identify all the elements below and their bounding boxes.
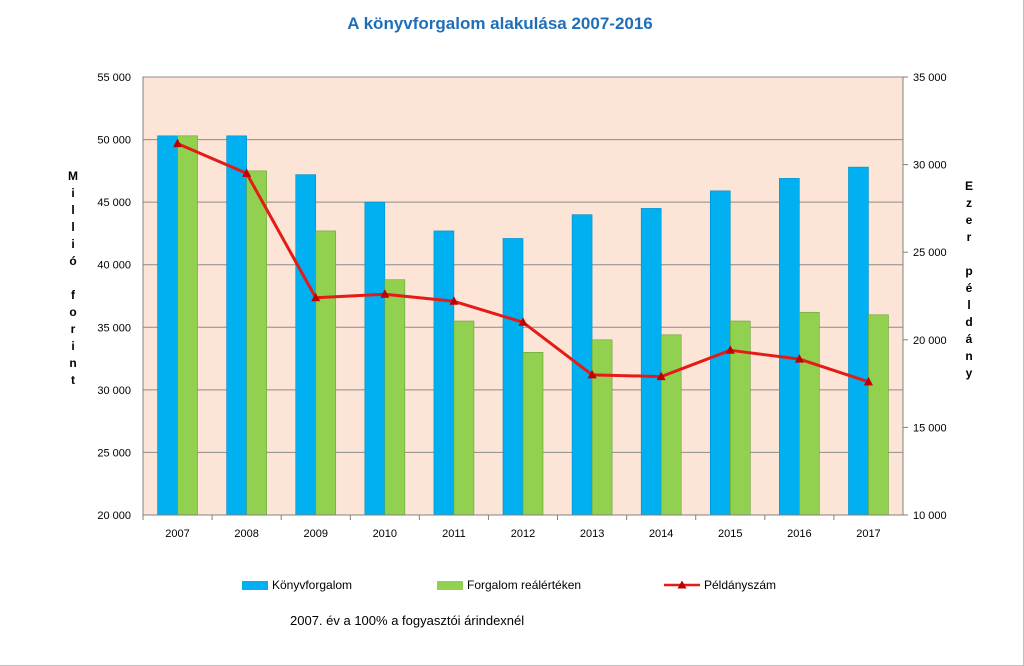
x-tick-label: 2007 [165, 528, 189, 540]
bar-realertek [660, 334, 682, 516]
bar-konyvforgalom [157, 135, 178, 516]
y-axis-left-label: M i l l i ó f o r i n t [68, 169, 78, 387]
bar-konyvforgalom [779, 178, 800, 516]
y-right-tick-label: 30 000 [913, 160, 947, 172]
bar-realertek [522, 352, 544, 516]
bar-konyvforgalom [226, 135, 247, 516]
legend-label-peldanyszam: Példányszám [704, 578, 777, 592]
y-left-tick-label: 30 000 [97, 385, 131, 397]
marker-peldanyszam [587, 369, 597, 379]
bar-konyvforgalom [433, 230, 455, 516]
y-axis-right-label: E z e r p é l d á n y [964, 179, 973, 380]
bar-realertek [315, 230, 337, 516]
marker-peldanyszam [173, 138, 183, 148]
chart-note: 2007. év a 100% a fogyasztói árindexnél [290, 613, 525, 628]
bar-konyvforgalom [295, 174, 317, 516]
marker-peldanyszam [863, 376, 873, 386]
bar-konyvforgalom [571, 214, 593, 516]
marker-peldanyszam [449, 296, 459, 305]
bar-realertek [453, 320, 475, 516]
y-right-tick-label: 25 000 [913, 247, 947, 259]
chart-title: A könyvforgalom alakulása 2007-2016 [347, 14, 653, 33]
legend-item-peldanyszam: Példányszám [664, 578, 776, 592]
legend-swatch-konyvforgalom [242, 580, 268, 590]
marker-peldanyszam [725, 345, 735, 354]
bar-konyvforgalom [502, 238, 524, 516]
x-tick-label: 2013 [580, 528, 604, 540]
bar-realertek [246, 170, 267, 516]
legend-label-realertek: Forgalom reálértéken [467, 578, 582, 592]
x-tick-label: 2015 [718, 528, 742, 540]
y-left-tick-label: 25 000 [97, 447, 131, 459]
bar-konyvforgalom [364, 201, 386, 516]
y-left-tick-label: 45 000 [97, 197, 131, 209]
marker-peldanyszam [311, 292, 321, 302]
y-left-tick-label: 40 000 [97, 260, 131, 272]
marker-peldanyszam [656, 371, 666, 381]
marker-peldanyszam [794, 354, 804, 363]
x-tick-label: 2017 [856, 528, 880, 540]
legend: Könyvforgalom Forgalom reálértéken Példá… [0, 578, 1024, 598]
bar-konyvforgalom [848, 166, 869, 516]
marker-peldanyszam [380, 289, 390, 298]
y-right-tick-label: 20 000 [913, 335, 947, 347]
y-right-tick-label: 35 000 [913, 72, 947, 84]
bar-konyvforgalom [640, 208, 662, 516]
y-right-tick-label: 10 000 [913, 510, 947, 522]
legend-label-konyvforgalom: Könyvforgalom [272, 578, 353, 592]
y-left-tick-label: 50 000 [97, 135, 131, 147]
y-left-tick-label: 35 000 [97, 322, 131, 334]
bar-realertek [177, 135, 198, 516]
legend-swatch-peldanyszam [664, 580, 700, 589]
bar-realertek [868, 314, 889, 516]
x-tick-label: 2011 [442, 528, 466, 540]
legend-swatch-realertek [437, 580, 463, 590]
y-right-tick-label: 15 000 [913, 422, 947, 434]
bar-realertek [591, 339, 613, 516]
marker-peldanyszam [242, 168, 252, 177]
marker-peldanyszam [518, 317, 528, 326]
y-left-tick-label: 55 000 [97, 72, 131, 84]
y-left-tick-label: 20 000 [97, 510, 131, 522]
bar-realertek [384, 279, 406, 516]
x-tick-label: 2010 [373, 528, 397, 540]
x-tick-label: 2009 [303, 528, 327, 540]
legend-item-realertek: Forgalom reálértéken [437, 578, 581, 592]
x-tick-label: 2012 [511, 528, 535, 540]
bar-realertek [799, 311, 820, 516]
x-tick-label: 2014 [649, 528, 673, 540]
x-tick-label: 2016 [787, 528, 811, 540]
legend-item-konyvforgalom: Könyvforgalom [242, 578, 352, 592]
x-tick-label: 2008 [234, 528, 258, 540]
